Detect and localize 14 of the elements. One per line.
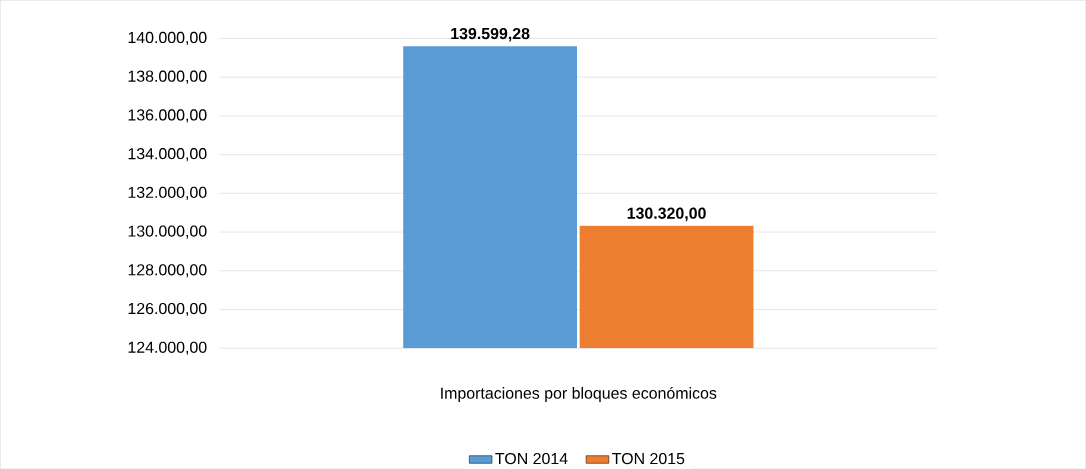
x-tick-label: Importaciones por bloques económicos bbox=[441, 386, 717, 402]
y-tick-label: 134.000,00 bbox=[128, 147, 207, 161]
y-tick-label: 128.000,00 bbox=[128, 264, 207, 278]
y-tick-label: 124.000,00 bbox=[128, 341, 207, 355]
y-tick-label: 136.000,00 bbox=[128, 109, 207, 123]
y-tick-label: 132.000,00 bbox=[128, 186, 207, 200]
y-tick-label: 140.000,00 bbox=[128, 31, 207, 45]
y-tick-label: 138.000,00 bbox=[128, 70, 207, 84]
y-tick-label: 126.000,00 bbox=[128, 302, 207, 316]
y-tick-label: 130.000,00 bbox=[128, 225, 207, 239]
data-label: 139.599,28 bbox=[451, 27, 530, 42]
legend-label: TON 2015 bbox=[612, 452, 685, 465]
data-label: 130.320,00 bbox=[627, 207, 706, 221]
legend-label: TON 2014 bbox=[495, 452, 568, 465]
